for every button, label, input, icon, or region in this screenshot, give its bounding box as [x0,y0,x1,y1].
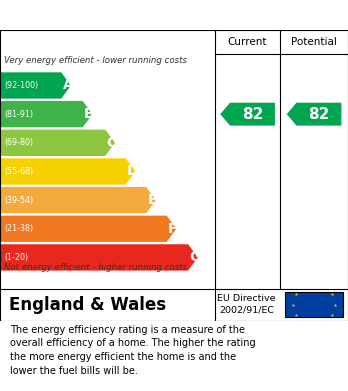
Polygon shape [1,158,135,185]
Text: Current: Current [228,37,267,47]
Text: England & Wales: England & Wales [9,296,166,314]
Text: (55-68): (55-68) [5,167,34,176]
Text: 82: 82 [308,107,330,122]
Text: Not energy efficient - higher running costs: Not energy efficient - higher running co… [4,263,187,272]
Text: (21-38): (21-38) [5,224,34,233]
Text: EU Directive
2002/91/EC: EU Directive 2002/91/EC [218,294,276,315]
Polygon shape [1,187,156,213]
Bar [285,292,343,317]
Text: (92-100): (92-100) [5,81,39,90]
Polygon shape [220,103,275,126]
Polygon shape [1,130,115,156]
Text: (81-91): (81-91) [5,109,34,118]
Text: Potential: Potential [291,37,337,47]
Text: F: F [168,222,177,236]
Text: (1-20): (1-20) [5,253,29,262]
Text: The energy efficiency rating is a measure of the
overall efficiency of a home. T: The energy efficiency rating is a measur… [10,325,256,376]
Text: Energy Efficiency Rating: Energy Efficiency Rating [9,7,211,23]
Text: B: B [84,107,95,121]
Text: A: A [63,79,73,93]
Text: D: D [127,165,139,178]
Polygon shape [1,101,93,127]
Polygon shape [1,215,176,242]
Polygon shape [1,244,198,271]
Text: 82: 82 [242,107,263,122]
Polygon shape [1,72,71,99]
Text: E: E [148,193,157,207]
Polygon shape [287,103,341,126]
Text: G: G [190,250,201,264]
Text: Very energy efficient - lower running costs: Very energy efficient - lower running co… [4,56,187,65]
Text: (69-80): (69-80) [5,138,34,147]
Text: C: C [107,136,117,150]
Text: (39-54): (39-54) [5,196,34,204]
